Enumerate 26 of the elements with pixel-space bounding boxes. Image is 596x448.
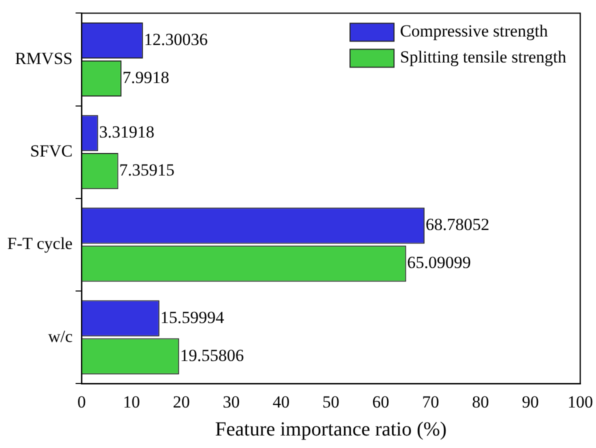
- x-tick-label: 70: [422, 392, 440, 412]
- x-tick-label: 80: [472, 392, 490, 412]
- x-tick-label: 40: [272, 392, 290, 412]
- y-tick-label: w/c: [48, 326, 74, 346]
- x-tick-label: 60: [372, 392, 390, 412]
- x-tick-label: 10: [122, 392, 140, 412]
- x-tick-label: 100: [568, 392, 593, 412]
- x-tick-label: 50: [322, 392, 340, 412]
- y-tick-label: SFVC: [30, 142, 73, 161]
- x-axis-title: Feature importance ratio (%): [215, 418, 447, 440]
- x-tick-label: 30: [222, 392, 240, 412]
- x-tick-label: 0: [77, 392, 86, 412]
- data-label: 65.09099: [407, 253, 471, 272]
- data-label: 68.78052: [426, 215, 490, 234]
- legend-label: Splitting tensile strength: [400, 48, 567, 67]
- data-label: 15.59994: [160, 308, 225, 327]
- x-tick-label: 20: [172, 392, 190, 412]
- y-tick-label: RMVSS: [14, 48, 73, 68]
- x-tick-label: 90: [522, 392, 539, 412]
- data-label: 19.55806: [180, 346, 244, 365]
- legend-label: Compressive strength: [400, 22, 548, 41]
- data-label: 7.35915: [119, 160, 175, 180]
- data-label: 7.9918: [122, 68, 170, 87]
- data-label: 12.30036: [144, 30, 208, 49]
- data-label: 3.31918: [99, 122, 154, 142]
- y-tick-label: F-T cycle: [7, 234, 73, 254]
